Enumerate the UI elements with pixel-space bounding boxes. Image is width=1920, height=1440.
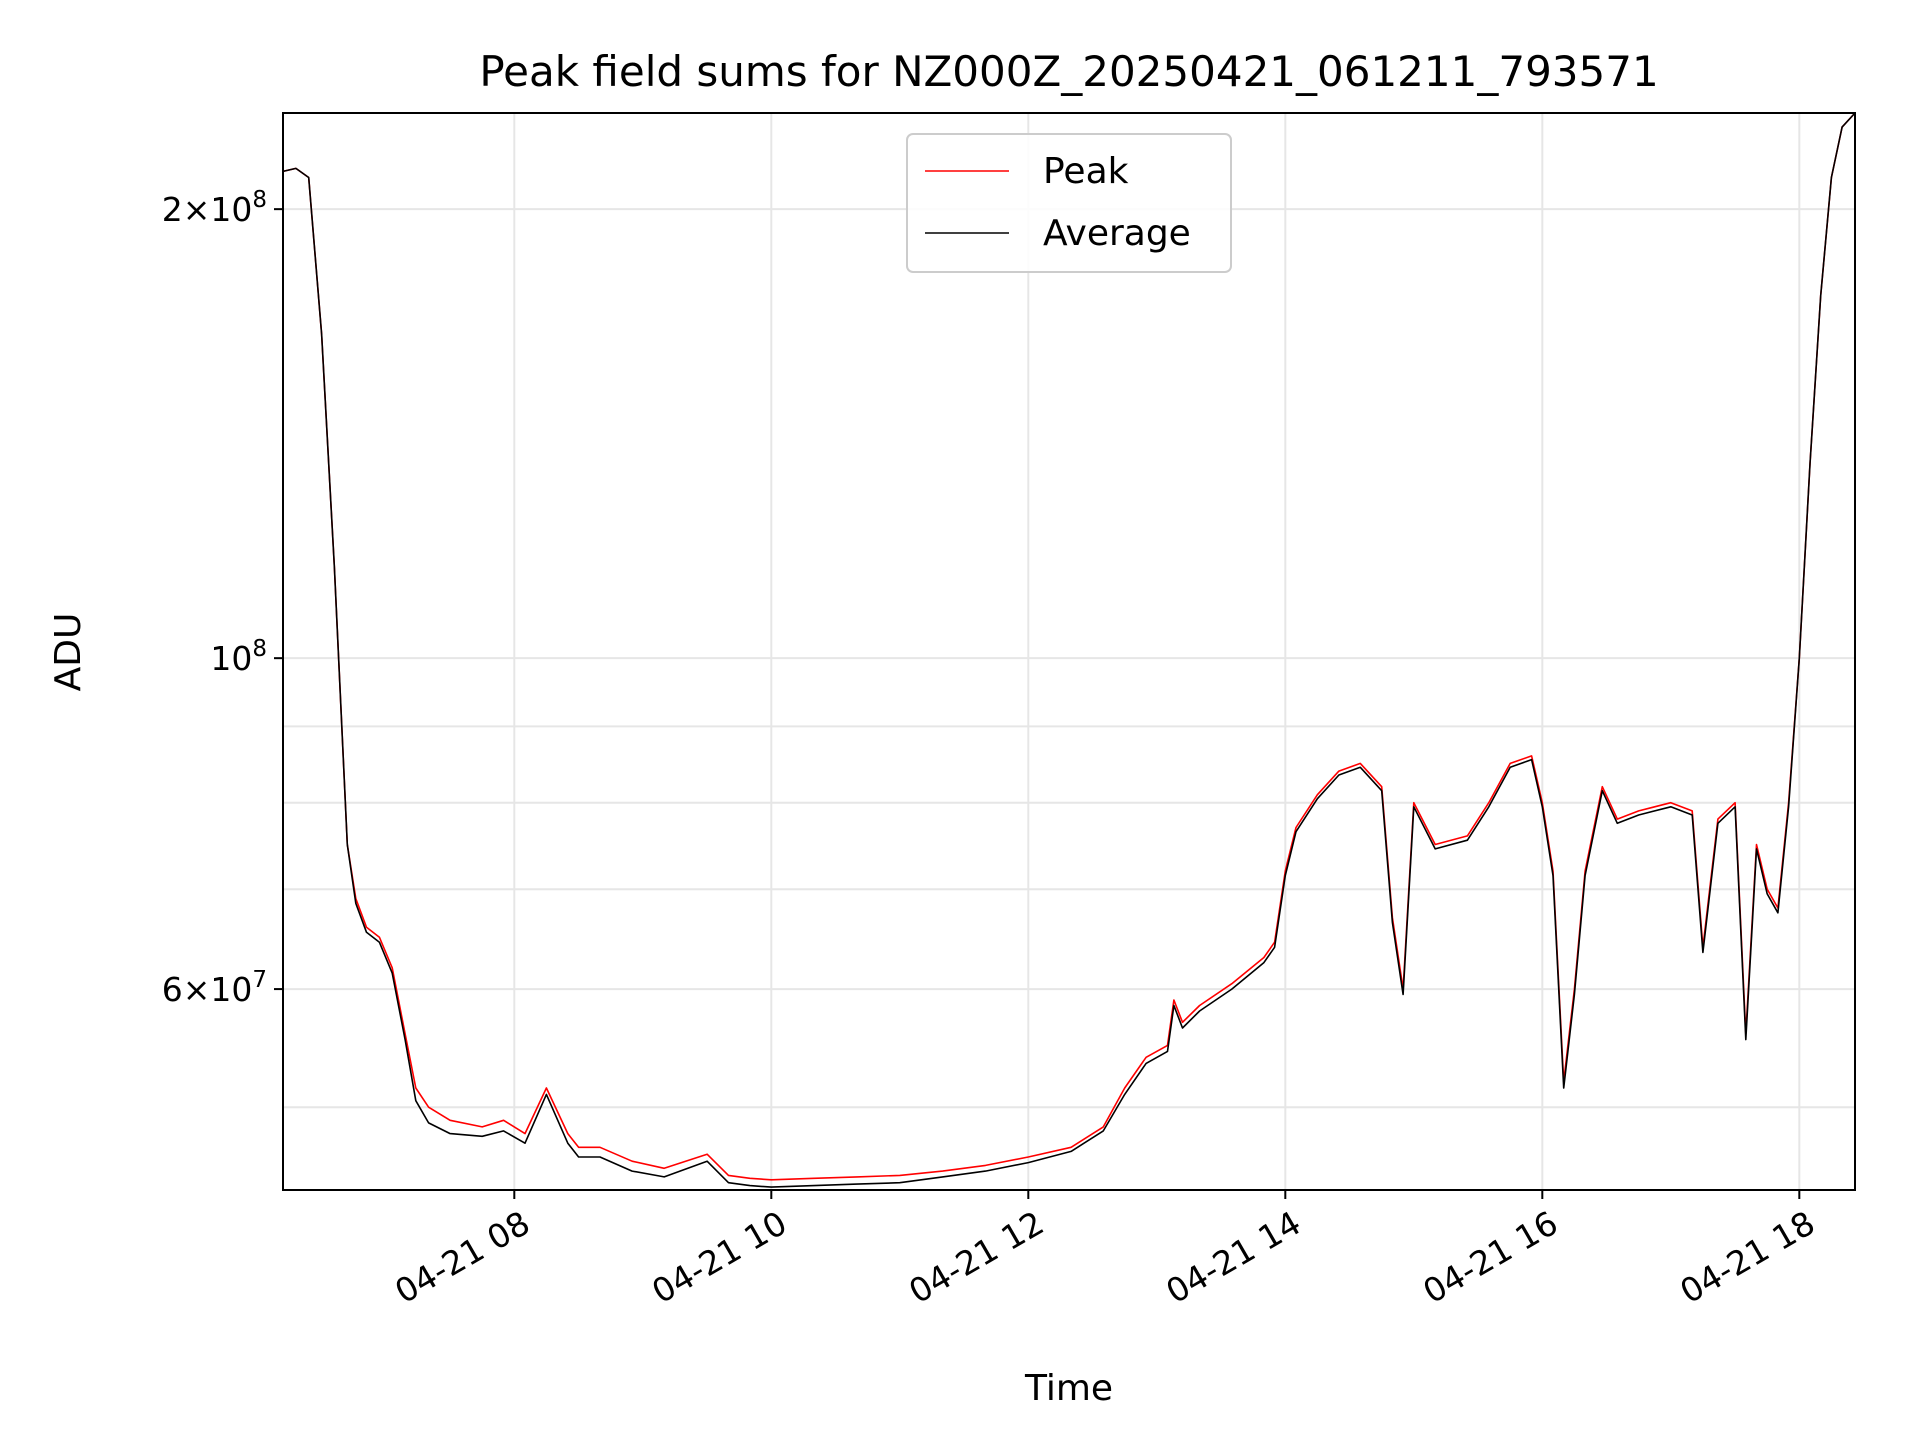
legend-label-peak: Peak (1043, 151, 1129, 192)
x-axis-label: Time (1024, 1368, 1113, 1409)
y-tick-label-1: 108 (210, 636, 267, 678)
plot-frame (282, 112, 1856, 1191)
y-tick-label-2: 2×108 (162, 187, 267, 229)
legend-box (906, 133, 1232, 273)
chart-title: Peak field sums for NZ000Z_20250421_0612… (479, 47, 1658, 96)
legend: Peak Average (906, 133, 1232, 273)
y-axis-label: ADU (48, 613, 89, 692)
y-tick-label-0: 6×107 (162, 967, 267, 1009)
series-lines (282, 112, 1856, 1188)
legend-label-average: Average (1043, 213, 1191, 254)
grid (283, 113, 1855, 1190)
y-axis-ticks: 6×107 108 2×108 (162, 187, 283, 1009)
series-line-average (282, 112, 1856, 1188)
